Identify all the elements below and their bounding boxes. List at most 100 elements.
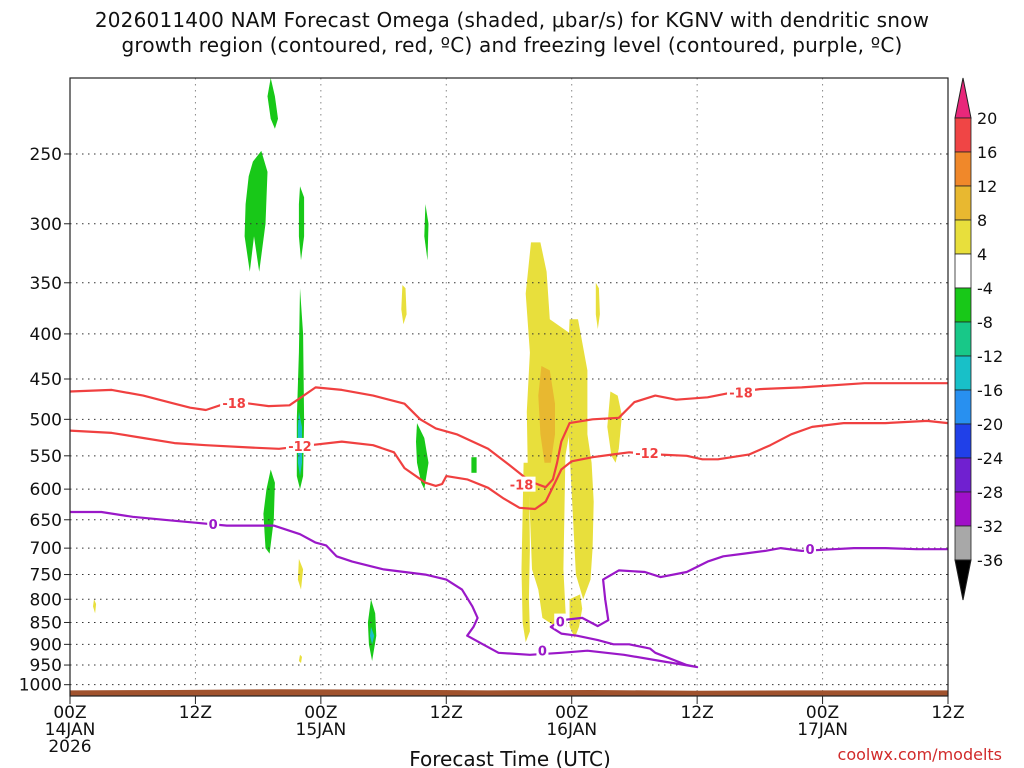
omega-region-14 (569, 594, 583, 638)
omega-region-15 (607, 391, 622, 463)
omega-region-8 (263, 469, 275, 554)
omega-region-3 (424, 204, 429, 261)
contour-label-bg-2-2 (536, 642, 549, 658)
colorbar-block-13 (954, 525, 972, 561)
colorbar-block-12 (954, 491, 972, 527)
plot-border (69, 77, 949, 697)
x-tick-label-24-0: 00Z (304, 703, 337, 723)
y-tick-label-950: 950 (30, 656, 62, 676)
colorbar-block-5 (954, 253, 972, 289)
omega-region-16 (595, 282, 600, 330)
colorbar-bottom-arrow (954, 559, 972, 601)
colorbar-block-7 (954, 321, 972, 357)
contour-label-bg-0-1 (727, 384, 756, 400)
x-tick-label-84-0: 12Z (931, 703, 964, 723)
contour-label-2-0: 0 (209, 518, 218, 533)
colorbar-label-8: -16 (977, 381, 1003, 400)
y-tick-label-850: 850 (30, 613, 62, 633)
contour-label-2-3: 0 (556, 616, 565, 631)
omega-region-18 (297, 558, 304, 590)
y-tick-label-1000: 1000 (19, 676, 62, 696)
x-tick-label-72-1: 17JAN (797, 720, 848, 740)
x-tick-label-0-1: 14JAN (45, 720, 96, 740)
contour-label-bg-1-0 (285, 437, 314, 453)
colorbar-block-1 (954, 117, 972, 153)
colorbar-block-11 (954, 457, 972, 493)
site-credit: coolwx.com/modelts (837, 745, 1002, 764)
contour-label-1-0: -12 (288, 440, 312, 455)
colorbar-block-9 (954, 389, 972, 425)
chart-title-line1: 2026011400 NAM Forecast Omega (shaded, μ… (94, 8, 930, 32)
y-tick-label-250: 250 (30, 145, 62, 165)
contour-label-bg-2-0 (207, 515, 220, 531)
colorbar-block-3 (954, 185, 972, 221)
colorbar-label-3: 8 (977, 211, 987, 230)
colorbar-label-1: 16 (977, 143, 997, 162)
colorbar-label-5: -4 (977, 279, 993, 298)
y-tick-label-300: 300 (30, 215, 62, 235)
y-tick-label-400: 400 (30, 325, 62, 345)
y-tick-label-500: 500 (30, 410, 62, 430)
contour-label-0-1: -18 (729, 386, 753, 401)
colorbar-top-arrow (954, 77, 972, 119)
contour-label-0-2: -18 (510, 479, 534, 494)
x-tick-label-48-1: 16JAN (546, 720, 597, 740)
ground-fill (70, 689, 948, 696)
colorbar-label-10: -24 (977, 449, 1003, 468)
x-tick-label-36-0: 12Z (430, 703, 463, 723)
omega-region-0 (267, 78, 278, 129)
y-tick-label-450: 450 (30, 370, 62, 390)
colorbar-label-7: -12 (977, 347, 1003, 366)
colorbar-block-10 (954, 423, 972, 459)
x-tick-label-60-0: 12Z (681, 703, 714, 723)
contour-label-bg-2-3 (554, 613, 567, 629)
contour-label-2-1: 0 (806, 543, 815, 558)
omega-region-1 (244, 150, 268, 272)
colorbar-label-9: -20 (977, 415, 1003, 434)
colorbar-block-2 (954, 151, 972, 187)
x-tick-label-48-0: 00Z (555, 703, 588, 723)
y-axis: 2503003504004505005506006507007508008509… (19, 145, 70, 696)
colorbar-label-0: 20 (977, 109, 997, 128)
y-tick-label-900: 900 (30, 635, 62, 655)
y-tick-label-350: 350 (30, 274, 62, 294)
colorbar-label-6: -8 (977, 313, 993, 332)
colorbar-label-11: -28 (977, 483, 1003, 502)
y-tick-label-700: 700 (30, 539, 62, 559)
y-tick-label-750: 750 (30, 566, 62, 586)
y-tick-label-550: 550 (30, 447, 62, 467)
colorbar-label-2: 12 (977, 177, 997, 196)
colorbar-label-4: 4 (977, 245, 987, 264)
omega-region-6 (416, 423, 429, 490)
ground-surface (70, 689, 948, 696)
contour-label-0-0: -18 (222, 397, 246, 412)
contour-label-bg-1-1 (632, 445, 661, 461)
y-tick-label-800: 800 (30, 590, 62, 610)
x-axis-title: Forecast Time (UTC) (409, 747, 611, 768)
x-tick-label-0-2: 2026 (48, 737, 91, 757)
colorbar: 20 16 12 8 4 -4 -8 -12 -16 -20 -24 -28 -32 -36 (954, 77, 1003, 601)
omega-region-10 (370, 626, 375, 645)
omega-region-19 (93, 599, 97, 614)
colorbar-label-12: -32 (977, 517, 1003, 536)
contour-0-2 (70, 510, 948, 669)
colorbar-block-6 (954, 287, 972, 323)
omega-region-21 (538, 366, 555, 463)
contour-label-2-2: 0 (538, 645, 547, 660)
contour-label-bg-0-2 (507, 476, 536, 492)
colorbar-block-8 (954, 355, 972, 391)
x-tick-label-0-0: 00Z (53, 703, 86, 723)
x-tick-label-24-1: 15JAN (296, 720, 347, 740)
omega-region-17 (401, 285, 407, 325)
x-tick-label-12-0: 12Z (179, 703, 212, 723)
colorbar-block-4 (954, 219, 972, 255)
omega-region-2 (298, 186, 305, 261)
contour-label-1-1: -12 (635, 447, 659, 462)
contour-label-bg-0-0 (220, 394, 249, 410)
x-tick-label-72-0: 00Z (806, 703, 839, 723)
plot-frame (69, 77, 949, 697)
contour-label-bg-2-1 (804, 541, 817, 557)
